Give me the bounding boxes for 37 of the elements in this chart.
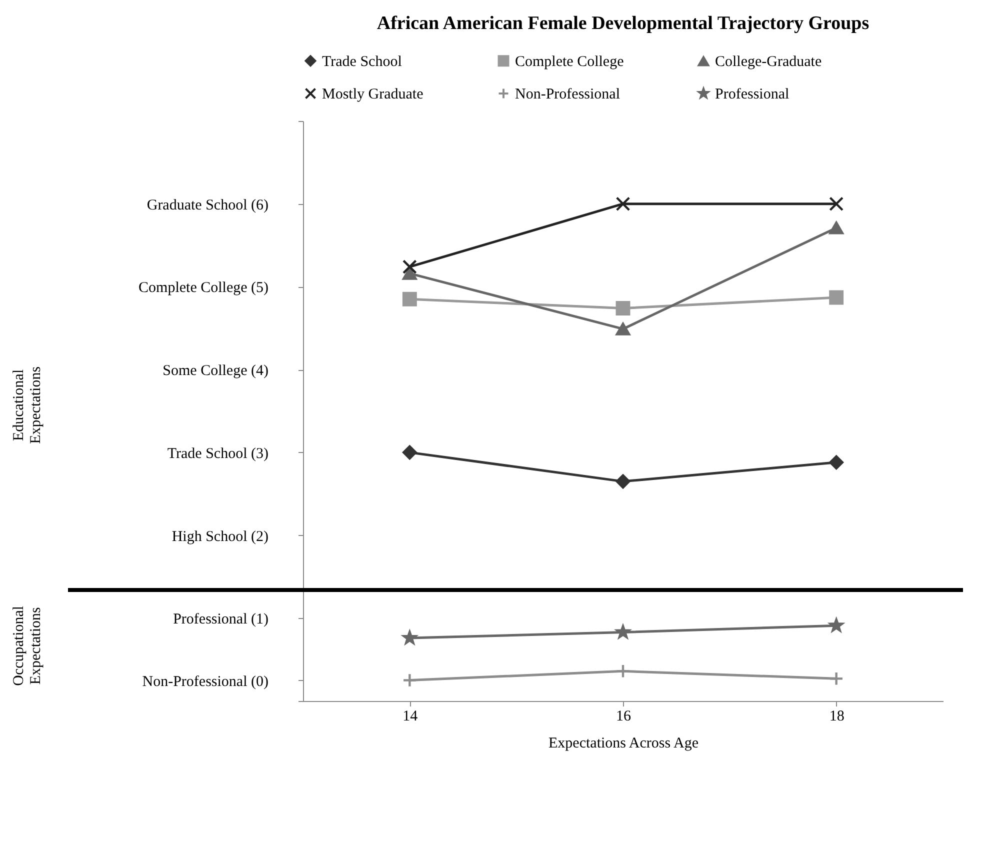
y-tick-label: Complete College (5): [138, 280, 269, 296]
point: [616, 322, 630, 336]
point: [402, 267, 417, 280]
point: [829, 221, 844, 234]
point: [616, 301, 630, 316]
y-tick-label: Some College (4): [162, 363, 268, 380]
legend-label: Professional: [715, 86, 790, 102]
y-tick-label: Professional (1): [173, 612, 268, 628]
x-tick-label: 14: [402, 708, 418, 724]
point: [402, 673, 417, 688]
x-axis-title: Expectations Across Age: [548, 736, 699, 752]
legend-label: Non-Professional: [515, 86, 620, 102]
chart-title: African American Female Developmental Trajectory Groups: [376, 13, 870, 34]
legend-label: Mostly Graduate: [322, 86, 424, 102]
point: [616, 474, 630, 489]
y-tick-label: Trade School (3): [167, 446, 268, 462]
y-tick-label: Graduate School (6): [146, 197, 268, 214]
y-tick-label: Non-Professional (0): [142, 674, 268, 690]
text: Occupational Expectations: [11, 606, 44, 686]
point: [616, 196, 630, 212]
text: Educational Expectations: [11, 366, 44, 444]
point: [829, 196, 844, 212]
point: [829, 671, 844, 686]
point: [829, 455, 844, 470]
point: [402, 260, 417, 274]
point: [616, 664, 630, 678]
legend-label: College-Graduate: [715, 54, 822, 70]
legend-label: Complete College: [515, 54, 624, 70]
x-tick-label: 18: [829, 708, 844, 724]
point: [402, 292, 417, 306]
point: [402, 445, 417, 460]
legend-label: Trade School: [322, 54, 402, 70]
y-tick-label: High School (2): [172, 528, 268, 545]
point: [829, 618, 844, 632]
point: [829, 290, 844, 305]
x-tick-label: 16: [616, 708, 632, 724]
point: [402, 630, 417, 644]
